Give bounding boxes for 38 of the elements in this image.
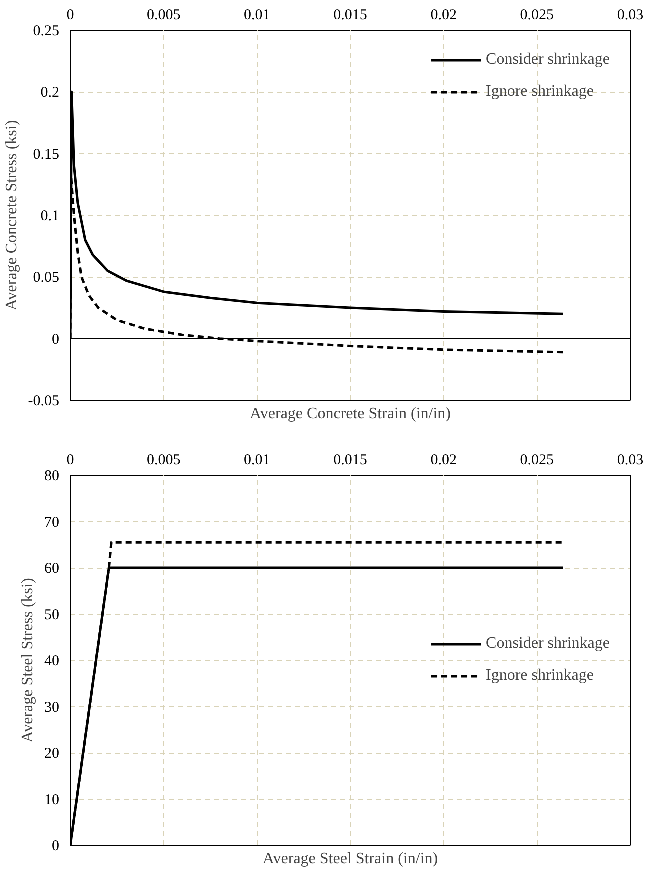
y-tick-label: 0.2 [40,85,60,102]
x-tick-label: 0.03 [617,452,644,468]
y-tick-label: 0.05 [33,270,60,286]
y-tick-label: 0 [52,332,60,348]
x-tick-label: 0.015 [334,452,368,468]
y-tick-label: 50 [44,607,60,624]
x-tick-label: 0.025 [520,452,554,468]
x-tick-label: 0.005 [146,8,181,24]
y-tick-label: 0.15 [33,146,60,163]
y-tick-label: 0.25 [33,24,60,40]
y-tick-label: 80 [44,468,60,484]
y-tick-label: 10 [44,792,60,808]
y-axis-title: Average Concrete Stress (ksi) [3,120,20,311]
legend-label: Ignore shrinkage [486,83,594,101]
legend-label: Consider shrinkage [486,51,610,69]
y-tick-label: 30 [44,700,60,716]
y-tick-label: 70 [44,514,60,531]
x-axis-title: Average Concrete Strain (in/in) [250,406,451,422]
x-tick-label: 0.01 [244,452,270,468]
legend-label: Ignore shrinkage [486,667,594,685]
y-axis-title: Average Steel Stress (ksi) [20,578,36,743]
x-tick-label: 0.02 [430,452,457,468]
x-tick-label: 0.005 [146,452,181,468]
x-axis-title: Average Steel Strain (in/in) [262,850,438,868]
x-tick-label: 0 [66,452,74,468]
y-tick-label: 20 [44,746,60,762]
x-tick-label: 0.02 [430,8,457,24]
x-tick-label: 0.025 [520,8,554,24]
x-tick-label: 0.03 [617,8,644,24]
y-tick-label: 0 [52,838,60,854]
x-tick-label: 0.015 [334,8,368,24]
y-tick-label: -0.05 [28,394,60,410]
y-tick-label: 0.1 [40,208,60,224]
y-tick-label: 40 [44,654,60,670]
y-tick-label: 60 [44,561,60,577]
x-tick-label: 0 [66,8,74,24]
legend-label: Consider shrinkage [486,635,610,653]
x-tick-label: 0.01 [244,8,270,24]
